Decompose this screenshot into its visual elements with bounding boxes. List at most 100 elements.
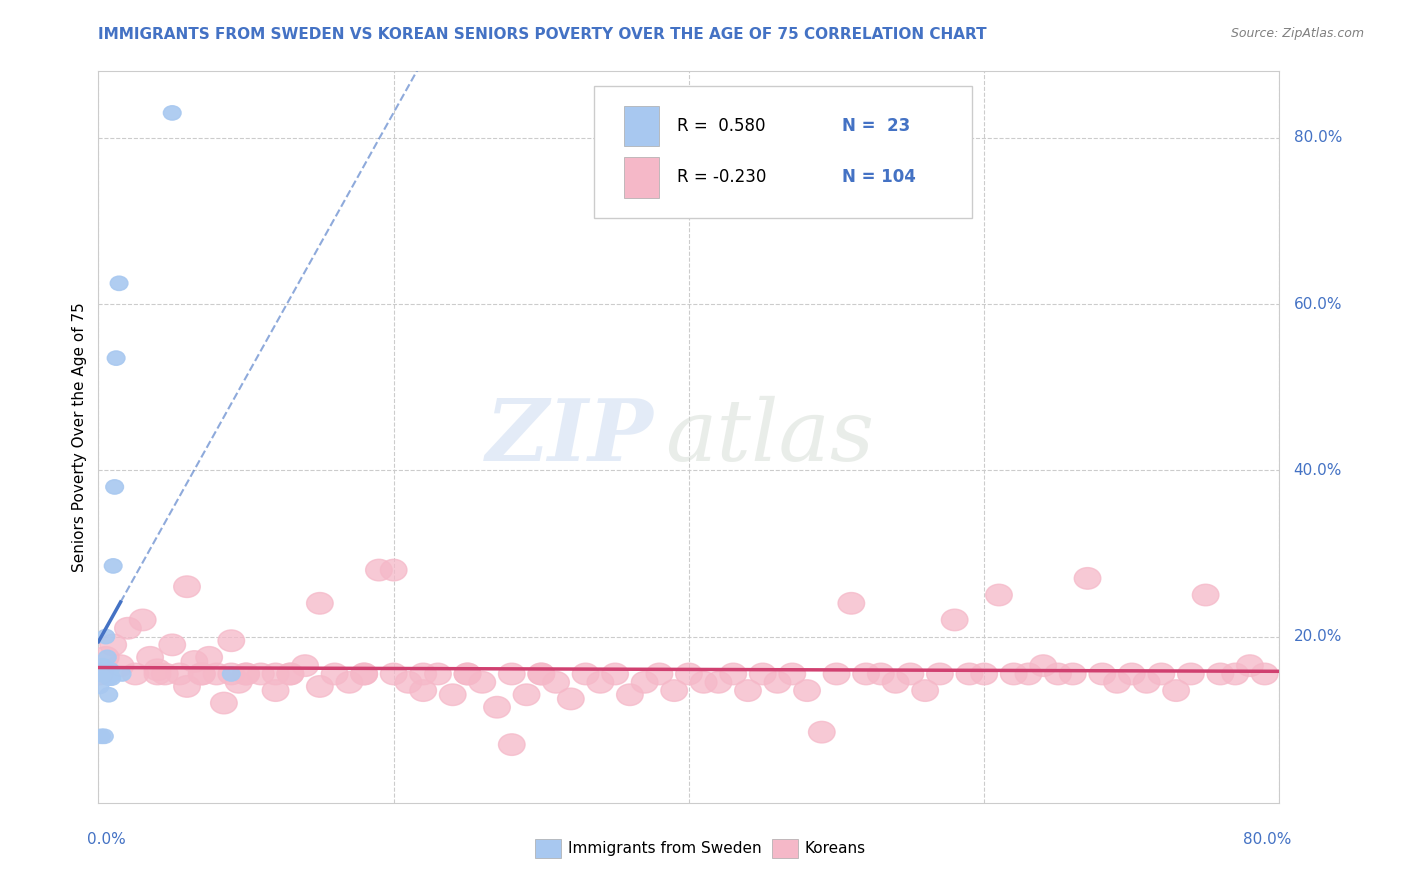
Text: 20.0%: 20.0% <box>1294 629 1341 644</box>
Ellipse shape <box>381 663 406 685</box>
Ellipse shape <box>103 671 121 685</box>
Y-axis label: Seniors Poverty Over the Age of 75: Seniors Poverty Over the Age of 75 <box>72 302 87 572</box>
Ellipse shape <box>322 663 347 685</box>
Bar <box>536 839 561 858</box>
Ellipse shape <box>1015 663 1042 685</box>
Text: R =  0.580: R = 0.580 <box>678 117 766 136</box>
Ellipse shape <box>94 667 111 681</box>
FancyBboxPatch shape <box>595 86 973 218</box>
Ellipse shape <box>87 663 112 685</box>
Ellipse shape <box>912 680 938 701</box>
Ellipse shape <box>222 667 240 681</box>
Ellipse shape <box>145 663 170 685</box>
Ellipse shape <box>1045 663 1071 685</box>
Text: 80.0%: 80.0% <box>1243 832 1291 847</box>
Ellipse shape <box>1074 567 1101 590</box>
Text: N =  23: N = 23 <box>842 117 911 136</box>
Ellipse shape <box>956 663 983 685</box>
Ellipse shape <box>499 663 524 685</box>
Ellipse shape <box>152 663 179 685</box>
Ellipse shape <box>93 729 110 744</box>
Ellipse shape <box>96 667 114 681</box>
Ellipse shape <box>676 663 702 685</box>
Ellipse shape <box>96 729 114 744</box>
Text: Immigrants from Sweden: Immigrants from Sweden <box>568 840 762 855</box>
Ellipse shape <box>110 277 128 291</box>
Ellipse shape <box>454 663 481 685</box>
Ellipse shape <box>1001 663 1026 685</box>
Ellipse shape <box>529 663 554 685</box>
Text: 0.0%: 0.0% <box>87 832 125 847</box>
Ellipse shape <box>97 630 115 644</box>
Ellipse shape <box>100 634 127 656</box>
Ellipse shape <box>1060 663 1085 685</box>
Ellipse shape <box>91 679 108 694</box>
Ellipse shape <box>1133 672 1160 693</box>
Ellipse shape <box>163 106 181 120</box>
Ellipse shape <box>174 576 200 598</box>
Ellipse shape <box>558 688 583 710</box>
Ellipse shape <box>1149 663 1174 685</box>
Ellipse shape <box>129 609 156 631</box>
Ellipse shape <box>105 480 124 494</box>
Ellipse shape <box>93 647 120 668</box>
Ellipse shape <box>225 672 252 693</box>
Ellipse shape <box>425 663 451 685</box>
Ellipse shape <box>336 672 363 693</box>
Ellipse shape <box>263 663 288 685</box>
Ellipse shape <box>159 634 186 656</box>
Ellipse shape <box>136 647 163 668</box>
Ellipse shape <box>98 667 117 681</box>
Ellipse shape <box>1119 663 1144 685</box>
Ellipse shape <box>98 650 117 665</box>
Ellipse shape <box>122 663 149 685</box>
Ellipse shape <box>647 663 672 685</box>
Bar <box>624 106 659 146</box>
Ellipse shape <box>808 722 835 743</box>
Ellipse shape <box>853 663 879 685</box>
Ellipse shape <box>100 671 118 685</box>
Ellipse shape <box>513 684 540 706</box>
Text: ZIP: ZIP <box>485 395 654 479</box>
Ellipse shape <box>211 692 238 714</box>
Ellipse shape <box>395 672 422 693</box>
Ellipse shape <box>277 663 304 685</box>
Ellipse shape <box>352 663 377 685</box>
Ellipse shape <box>720 663 747 685</box>
Ellipse shape <box>749 663 776 685</box>
Ellipse shape <box>897 663 924 685</box>
Text: Koreans: Koreans <box>804 840 866 855</box>
Ellipse shape <box>100 688 118 702</box>
Ellipse shape <box>972 663 997 685</box>
Ellipse shape <box>204 663 229 685</box>
Ellipse shape <box>166 663 193 685</box>
Ellipse shape <box>942 609 967 631</box>
Text: Source: ZipAtlas.com: Source: ZipAtlas.com <box>1230 27 1364 40</box>
Ellipse shape <box>1104 672 1130 693</box>
Text: 80.0%: 80.0% <box>1294 130 1341 145</box>
Ellipse shape <box>1222 663 1249 685</box>
Bar <box>624 157 659 197</box>
Ellipse shape <box>188 663 215 685</box>
Ellipse shape <box>195 647 222 668</box>
Ellipse shape <box>470 672 495 693</box>
Ellipse shape <box>93 663 110 677</box>
Ellipse shape <box>706 672 731 693</box>
Ellipse shape <box>1163 680 1189 701</box>
Ellipse shape <box>1090 663 1115 685</box>
Ellipse shape <box>352 663 377 685</box>
Ellipse shape <box>1237 655 1263 676</box>
Ellipse shape <box>1251 663 1278 685</box>
Ellipse shape <box>617 684 643 706</box>
Ellipse shape <box>174 675 200 698</box>
Ellipse shape <box>233 663 259 685</box>
Ellipse shape <box>824 663 849 685</box>
Ellipse shape <box>101 663 120 677</box>
Ellipse shape <box>927 663 953 685</box>
Ellipse shape <box>588 672 613 693</box>
Text: 40.0%: 40.0% <box>1294 463 1341 478</box>
Ellipse shape <box>765 672 790 693</box>
Ellipse shape <box>145 659 170 681</box>
Ellipse shape <box>1178 663 1204 685</box>
Ellipse shape <box>307 592 333 614</box>
